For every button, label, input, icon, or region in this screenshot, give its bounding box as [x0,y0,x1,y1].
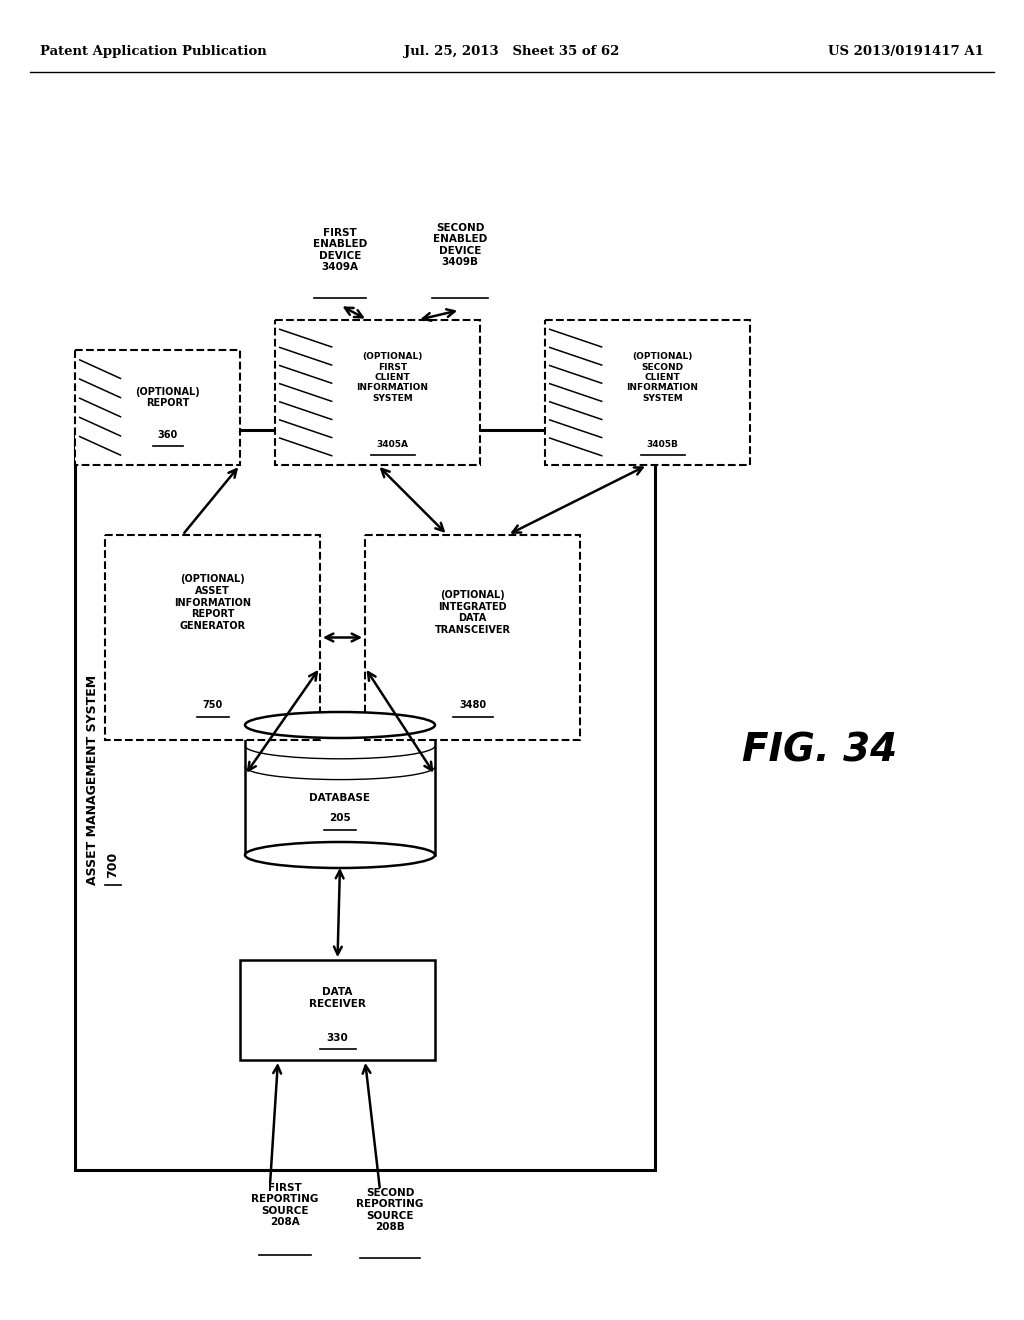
Bar [545,319,750,465]
Bar [75,350,240,465]
Bar [365,535,580,741]
Text: Jul. 25, 2013   Sheet 35 of 62: Jul. 25, 2013 Sheet 35 of 62 [404,45,620,58]
Text: 3405A: 3405A [377,440,409,449]
Text: FIG. 34: FIG. 34 [742,731,898,770]
Text: 360: 360 [158,430,177,441]
Bar [245,725,435,855]
Bar [275,319,480,465]
Text: FIRST
ENABLED
DEVICE
3409A: FIRST ENABLED DEVICE 3409A [313,227,368,272]
Ellipse shape [245,711,435,738]
Text: (OPTIONAL)
FIRST
CLIENT
INFORMATION
SYSTEM: (OPTIONAL) FIRST CLIENT INFORMATION SYST… [356,352,428,403]
Text: 700: 700 [106,851,120,878]
Text: DATA
RECEIVER: DATA RECEIVER [309,987,366,1008]
Text: (OPTIONAL)
SECOND
CLIENT
INFORMATION
SYSTEM: (OPTIONAL) SECOND CLIENT INFORMATION SYS… [627,352,698,403]
Text: FIRST
REPORTING
SOURCE
208A: FIRST REPORTING SOURCE 208A [251,1183,318,1228]
Text: ASSET MANAGEMENT SYSTEM: ASSET MANAGEMENT SYSTEM [86,675,99,886]
Ellipse shape [245,842,435,869]
Text: 3480: 3480 [459,701,486,710]
Bar [240,960,435,1060]
Text: 205: 205 [329,813,351,822]
Text: 3405B: 3405B [646,440,679,449]
Text: US 2013/0191417 A1: US 2013/0191417 A1 [828,45,984,58]
Bar [75,430,655,1170]
Text: (OPTIONAL)
INTEGRATED
DATA
TRANSCEIVER: (OPTIONAL) INTEGRATED DATA TRANSCEIVER [434,590,511,635]
Text: DATABASE: DATABASE [309,793,371,803]
Text: 330: 330 [327,1034,348,1043]
Bar [105,535,319,741]
Text: SECOND
ENABLED
DEVICE
3409B: SECOND ENABLED DEVICE 3409B [433,223,487,268]
Text: (OPTIONAL)
ASSET
INFORMATION
REPORT
GENERATOR: (OPTIONAL) ASSET INFORMATION REPORT GENE… [174,574,251,631]
Text: 750: 750 [203,701,222,710]
Text: Patent Application Publication: Patent Application Publication [40,45,266,58]
Text: (OPTIONAL)
REPORT: (OPTIONAL) REPORT [135,387,200,408]
Text: SECOND
REPORTING
SOURCE
208B: SECOND REPORTING SOURCE 208B [356,1188,424,1233]
